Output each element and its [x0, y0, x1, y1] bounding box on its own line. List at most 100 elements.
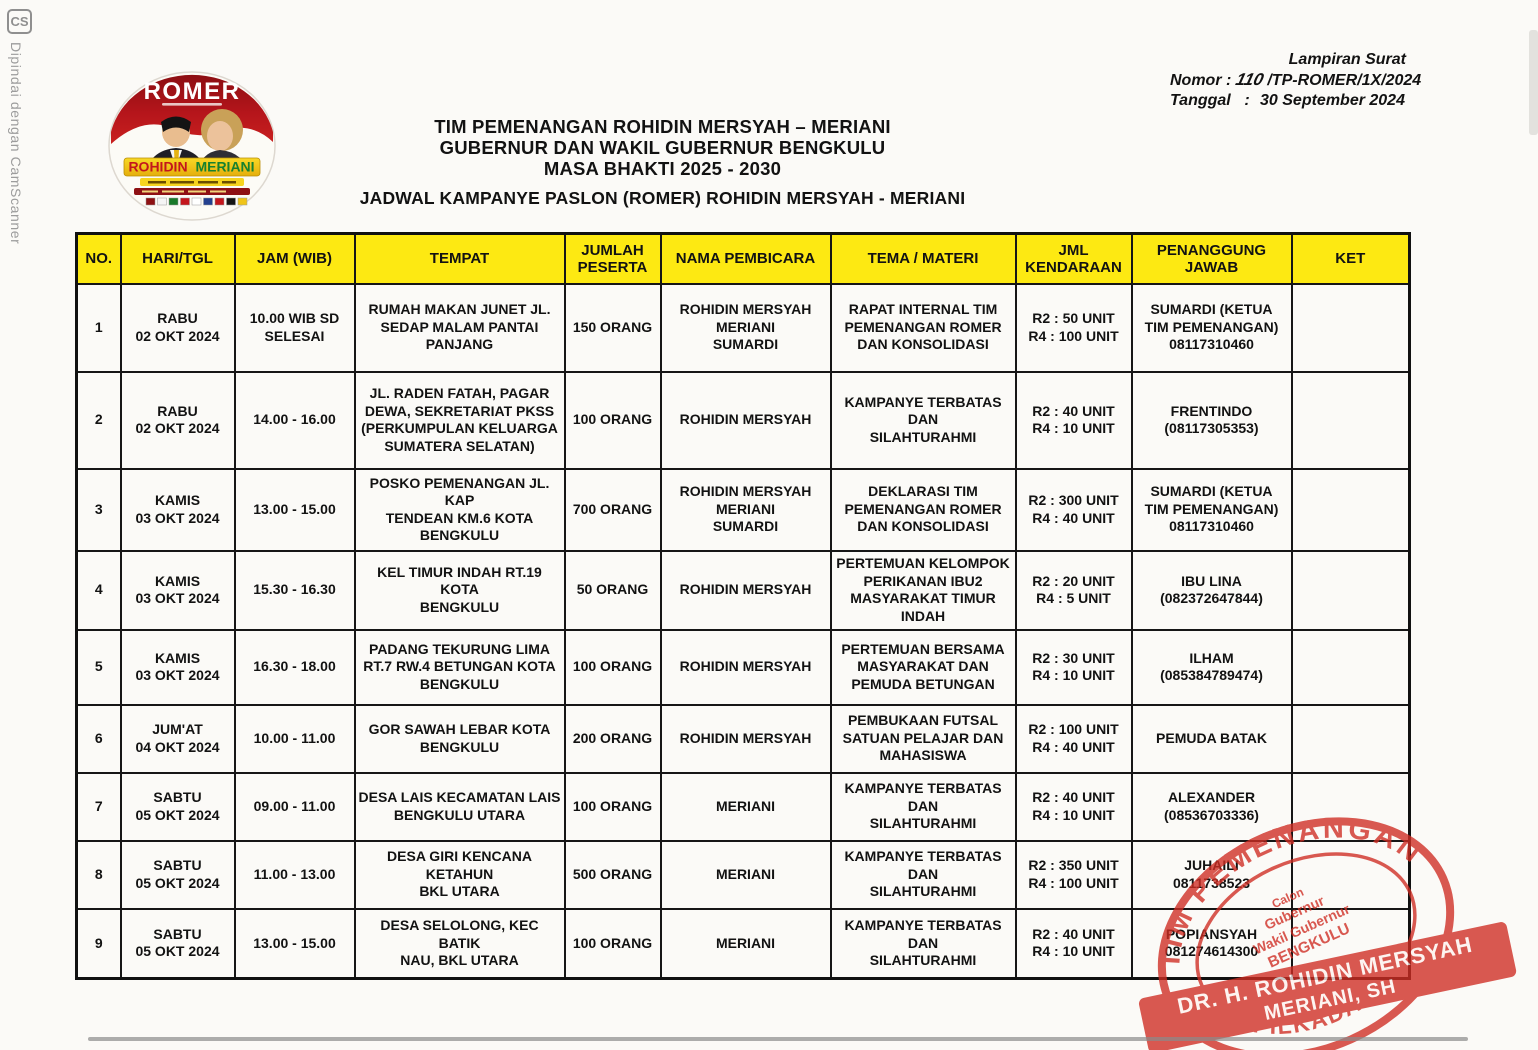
letterhead-number-line: Nomor : 110 /TP-ROMER/1X/2024 [1170, 70, 1421, 91]
letterhead-number-label: Nomor : [1170, 72, 1232, 89]
cell-no: 1 [75, 282, 122, 373]
cell-tempat: POSKO PEMENANGAN JL. KAP TENDEAN KM.6 KO… [353, 467, 566, 552]
cell-jumlah: 100 ORANG [563, 370, 662, 470]
cell-pembicara: MERIANI [659, 771, 832, 842]
column-header: HARI/TGL [119, 232, 236, 285]
cell-pembicara: ROHIDIN MERSYAH [659, 628, 832, 706]
cell-tema: PEMBUKAAN FUTSAL SATUAN PELAJAR DAN MAHA… [829, 703, 1017, 774]
cell-jumlah: 100 ORANG [563, 771, 662, 842]
cell-tempat: GOR SAWAH LEBAR KOTA BENGKULU [353, 703, 566, 774]
letterhead-date-value: 30 September 2024 [1260, 92, 1405, 109]
document-subtitle: JADWAL KAMPANYE PASLON (ROMER) ROHIDIN M… [359, 188, 966, 208]
cell-jumlah: 100 ORANG [563, 907, 662, 980]
letterhead-attachment-label: Lampiran Surat [1288, 51, 1406, 68]
cell-kendaraan: R2 : 40 UNIT R4 : 10 UNIT [1014, 370, 1133, 470]
logo-party-flags [145, 197, 248, 206]
cell-jumlah: 700 ORANG [563, 467, 662, 552]
cell-tema: KAMPANYE TERBATAS DAN SILAHTURAHMI [829, 370, 1017, 470]
title-line-2: GUBERNUR DAN WAKIL GUBERNUR BENGKULU [439, 137, 886, 158]
cell-tempat: RUMAH MAKAN JUNET JL. SEDAP MALAM PANTAI… [353, 282, 566, 373]
cell-pembicara: MERIANI [659, 839, 832, 910]
cell-tema: KAMPANYE TERBATAS DAN SILAHTURAHMI [829, 771, 1017, 842]
cell-pj: ILHAM (085384789474) [1130, 628, 1293, 706]
cell-jam: 14.00 - 16.00 [233, 370, 356, 470]
column-header: KET [1290, 232, 1411, 285]
cell-pembicara: ROHIDIN MERSYAH MERIANI SUMARDI [659, 467, 832, 552]
cell-tema: KAMPANYE TERBATAS DAN SILAHTURAHMI [829, 839, 1017, 910]
cell-pj: POPIANSYAH 081274614300 [1130, 907, 1293, 980]
table-row: 7 SABTU 05 OKT 2024 09.00 - 11.00 DESA LAIS… [75, 771, 1411, 842]
table-header-row: NO. HARI/TGL JAM (WIB) TEMPAT JUMLAH PESERTA… [75, 232, 1411, 285]
cell-jam: 15.30 - 16.30 [233, 549, 356, 631]
cell-pembicara: ROHIDIN MERSYAH [659, 703, 832, 774]
cell-pj: SUMARDI (KETUA TIM PEMENANGAN) 081173104… [1130, 282, 1293, 373]
cell-hari: JUM'AT 04 OKT 2024 [119, 703, 236, 774]
cell-hari: KAMIS 03 OKT 2024 [119, 628, 236, 706]
cell-jumlah: 50 ORANG [563, 549, 662, 631]
table-row: 8 SABTU 05 OKT 2024 11.00 - 13.00 DESA GIRI… [75, 839, 1411, 910]
cell-tema: DEKLARASI TIM PEMENANGAN ROMER DAN KONSO… [829, 467, 1017, 552]
scan-edge-right [1529, 30, 1538, 135]
logo-name-left: ROHIDIN [128, 159, 187, 175]
cell-jumlah: 200 ORANG [563, 703, 662, 774]
letterhead-date-line: Tanggal:30 September 2024 [1170, 91, 1410, 111]
cell-kendaraan: R2 : 350 UNIT R4 : 100 UNIT [1014, 839, 1133, 910]
column-header: NO. [75, 232, 122, 285]
camscanner-watermark-text: Dipindai dengan CamScanner [8, 42, 24, 245]
cell-no: 8 [75, 839, 122, 910]
column-header: JAM (WIB) [233, 232, 356, 285]
cell-kendaraan: R2 : 20 UNIT R4 : 5 UNIT [1014, 549, 1133, 631]
logo-maroon-strip-text-marks [142, 190, 226, 193]
cell-hari: SABTU 05 OKT 2024 [119, 771, 236, 842]
cell-tempat: JL. RADEN FATAH, PAGAR DEWA, SEKRETARIAT… [353, 370, 566, 470]
letterhead-number-value: /TP-ROMER/1X/2024 [1267, 72, 1422, 89]
camscanner-icon: CS [7, 9, 32, 34]
cell-ket [1290, 282, 1411, 373]
cell-no: 7 [75, 771, 122, 842]
schedule-table-wrap: NO. HARI/TGL JAM (WIB) TEMPAT JUMLAH PESERTA… [75, 232, 1411, 980]
cell-tempat: DESA LAIS KECAMATAN LAIS BENGKULU UTARA [353, 771, 566, 842]
cell-no: 4 [75, 549, 122, 631]
logo-man-peci-hat [161, 116, 191, 132]
cell-hari: RABU 02 OKT 2024 [119, 282, 236, 373]
table-row: 5 KAMIS 03 OKT 2024 16.30 - 18.00 PADANG TE… [75, 628, 1411, 706]
cell-pj: FRENTINDO (08117305353) [1130, 370, 1293, 470]
cell-tempat: KEL TIMUR INDAH RT.19 KOTA BENGKULU [353, 549, 566, 631]
cell-tema: PERTEMUAN KELOMPOK PERIKANAN IBU2 MASYAR… [829, 549, 1017, 631]
cell-pembicara: ROHIDIN MERSYAH [659, 370, 832, 470]
cell-jumlah: 100 ORANG [563, 628, 662, 706]
cell-jumlah: 500 ORANG [563, 839, 662, 910]
table-row: 2 RABU 02 OKT 2024 14.00 - 16.00 JL. RADEN … [75, 370, 1411, 470]
cell-hari: KAMIS 03 OKT 2024 [119, 467, 236, 552]
cell-kendaraan: R2 : 40 UNIT R4 : 10 UNIT [1014, 771, 1133, 842]
table-row: 3 KAMIS 03 OKT 2024 13.00 - 15.00 POSKO PEM… [75, 467, 1411, 552]
cell-pj: ALEXANDER (08536703336) [1130, 771, 1293, 842]
cell-no: 5 [75, 628, 122, 706]
cell-ket [1290, 628, 1411, 706]
title-line-3: MASA BHAKTI 2025 - 2030 [543, 158, 782, 179]
column-header: JUMLAH PESERTA [563, 232, 662, 285]
cell-jam: 16.30 - 18.00 [233, 628, 356, 706]
column-header: NAMA PEMBICARA [659, 232, 832, 285]
cell-ket [1290, 839, 1411, 910]
logo-brand-text: ROMER [144, 78, 241, 105]
title-line-1: TIM PEMENANGAN ROHIDIN MERSYAH – MERIANI [434, 116, 891, 137]
logo-name-banner [123, 157, 261, 177]
logo-tagline-bar [162, 103, 222, 106]
letterhead-number-handwritten: 110 [1233, 70, 1266, 89]
cell-ket [1290, 370, 1411, 470]
cell-ket [1290, 703, 1411, 774]
cell-tempat: PADANG TEKURUNG LIMA RT.7 RW.4 BETUNGAN … [353, 628, 566, 706]
cell-hari: SABTU 05 OKT 2024 [119, 839, 236, 910]
cell-tempat: DESA SELOLONG, KEC BATIK NAU, BKL UTARA [353, 907, 566, 980]
cell-hari: SABTU 05 OKT 2024 [119, 907, 236, 980]
cell-kendaraan: R2 : 50 UNIT R4 : 100 UNIT [1014, 282, 1133, 373]
cell-ket [1290, 549, 1411, 631]
cell-no: 3 [75, 467, 122, 552]
cell-hari: KAMIS 03 OKT 2024 [119, 549, 236, 631]
table-row: 6 JUM'AT 04 OKT 2024 10.00 - 11.00 GOR SAWA… [75, 703, 1411, 774]
column-header: JML KENDARAAN [1014, 232, 1133, 285]
letterhead-date-label: Tanggal [1170, 92, 1231, 109]
table-row: 1 RABU 02 OKT 2024 10.00 WIB SD SELESAI RUM… [75, 282, 1411, 373]
cell-pembicara: ROHIDIN MERSYAH MERIANI SUMARDI [659, 282, 832, 373]
